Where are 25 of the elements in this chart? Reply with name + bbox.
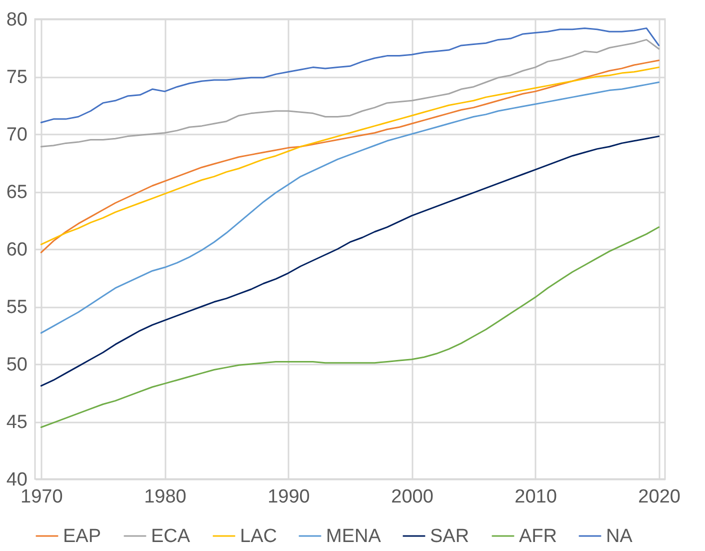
legend-label: SAR [430, 526, 470, 547]
legend-label: LAC [240, 526, 277, 547]
legend-label: MENA [326, 526, 382, 547]
y-tick-label: 70 [6, 124, 28, 146]
line-series [40, 82, 660, 334]
y-tick-label: 80 [6, 10, 28, 30]
y-tick-label: 60 [6, 240, 28, 260]
legend-label: ECA [151, 526, 190, 547]
y-tick-label: 50 [6, 354, 28, 376]
x-tick-label: 2010 [514, 486, 557, 508]
x-tick-label: 1990 [268, 486, 310, 508]
line-series [40, 27, 660, 124]
x-tick-label: 2020 [638, 486, 680, 508]
y-tick-label: 45 [6, 412, 28, 433]
legend-label: EAP [63, 526, 102, 547]
x-tick-label: 1980 [144, 486, 186, 508]
x-tick-label: 2000 [391, 486, 434, 508]
y-tick-label: 55 [6, 297, 28, 318]
line-series [40, 38, 660, 148]
y-tick-label: 75 [6, 67, 28, 88]
line-series [40, 136, 660, 387]
legend-label: AFR [519, 526, 557, 547]
y-tick-label: 65 [6, 182, 28, 203]
line-series [40, 226, 660, 428]
legend-label: NA [606, 526, 633, 547]
